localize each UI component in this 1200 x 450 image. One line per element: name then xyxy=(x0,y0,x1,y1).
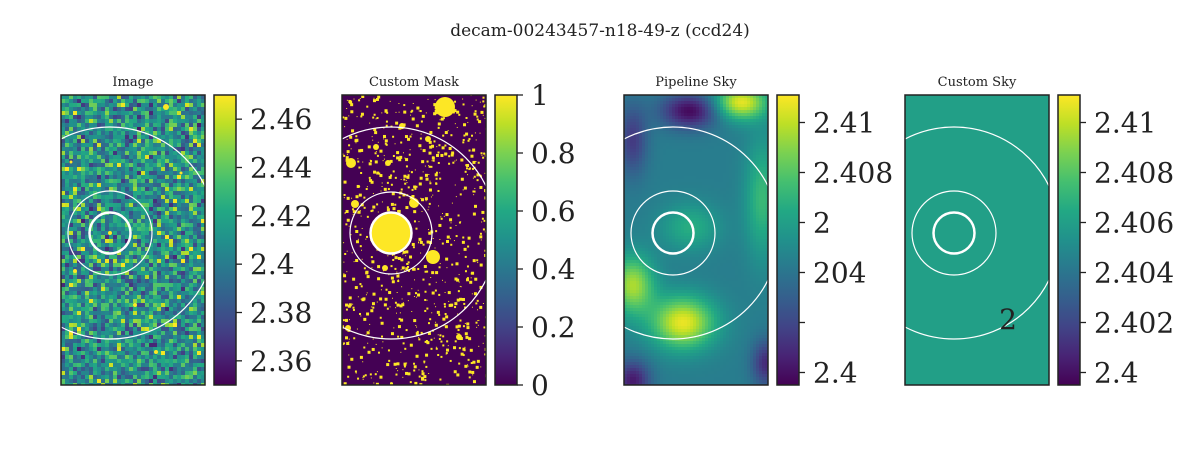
colorbar-tick-label: 2.41 xyxy=(813,107,875,140)
colorbar-frame xyxy=(494,94,518,386)
heatmap-image xyxy=(905,95,1049,385)
colorbar-tick-label: 2.404 xyxy=(1094,257,1174,290)
aperture-ring xyxy=(369,211,413,255)
aperture-ring xyxy=(905,126,1049,340)
panel-title: Custom Sky xyxy=(938,75,1017,90)
colorbar-tick-label: 1 xyxy=(531,79,549,112)
image-frame xyxy=(623,94,769,386)
colorbar-tick-label: 2.41 xyxy=(1094,107,1156,140)
colorbar xyxy=(214,95,236,385)
heatmap-image xyxy=(342,95,486,385)
colorbar-tick-label: 2.408 xyxy=(1094,157,1174,190)
heatmap-image xyxy=(624,95,768,385)
colorbar xyxy=(777,95,799,385)
image-annotation: 2 xyxy=(999,303,1017,336)
colorbar-tick-label: 2 xyxy=(813,207,831,240)
colorbar-frame xyxy=(213,94,237,386)
colorbar-tick-label: 204 xyxy=(813,257,866,290)
colorbar-frame xyxy=(776,94,800,386)
aperture-ring xyxy=(342,126,486,340)
colorbar-frame xyxy=(1057,94,1081,386)
aperture-ring xyxy=(67,190,153,276)
image-frame xyxy=(60,94,206,386)
colorbar-tick-label: 2.4 xyxy=(250,248,295,281)
colorbar-tick-label: 2.42 xyxy=(250,200,312,233)
aperture-ring xyxy=(624,126,768,340)
colorbar xyxy=(1058,95,1080,385)
aperture-ring xyxy=(88,211,132,255)
colorbar-tick-label: 0.4 xyxy=(531,253,576,286)
aperture-ring xyxy=(932,211,976,255)
aperture-ring xyxy=(911,190,997,276)
colorbar-tick-label: 2.38 xyxy=(250,297,312,330)
colorbar-tick-label: 2.36 xyxy=(250,345,312,378)
panel-image: Image 2.46 2.44 2.42 2.4 2.38 2.36 xyxy=(60,75,312,386)
figure-title: decam-00243457-n18-49-z (ccd24) xyxy=(450,21,750,41)
aperture-ring xyxy=(61,126,205,340)
aperture-ring xyxy=(630,190,716,276)
colorbar-tick-label: 0 xyxy=(531,369,549,402)
image-frame xyxy=(904,94,1050,386)
heatmap-image xyxy=(61,95,205,385)
colorbar-tick-label: 0.8 xyxy=(531,137,576,170)
aperture-ring xyxy=(651,211,695,255)
colorbar xyxy=(495,95,517,385)
panel-title: Pipeline Sky xyxy=(655,75,737,90)
panel-pipeline-sky: Pipeline Sky 2.41 2.408 2 204 2.4 xyxy=(623,75,893,390)
colorbar-tick-label: 2.406 xyxy=(1094,207,1174,240)
aperture-ring xyxy=(349,191,433,275)
colorbar-tick-label: 0.2 xyxy=(531,311,576,344)
image-frame xyxy=(341,94,487,386)
colorbar-tick-label: 2.4 xyxy=(1094,357,1139,390)
colorbar-tick-label: 0.6 xyxy=(531,195,576,228)
panel-title: Custom Mask xyxy=(369,75,459,90)
colorbar-tick-label: 2.46 xyxy=(250,103,312,136)
panel-custom-mask: Custom Mask 1 0.8 0.6 0.4 0.2 0 xyxy=(341,75,576,402)
colorbar-tick-label: 2.44 xyxy=(250,152,312,185)
panel-title: Image xyxy=(112,75,154,90)
colorbar-tick-label: 2.402 xyxy=(1094,307,1174,340)
colorbar-tick-label: 2.408 xyxy=(813,157,893,190)
panel-custom-sky: Custom Sky 2 2.41 2.408 2.406 2.404 2.402 2.4 xyxy=(904,75,1174,390)
colorbar-tick-label: 2.4 xyxy=(813,357,858,390)
